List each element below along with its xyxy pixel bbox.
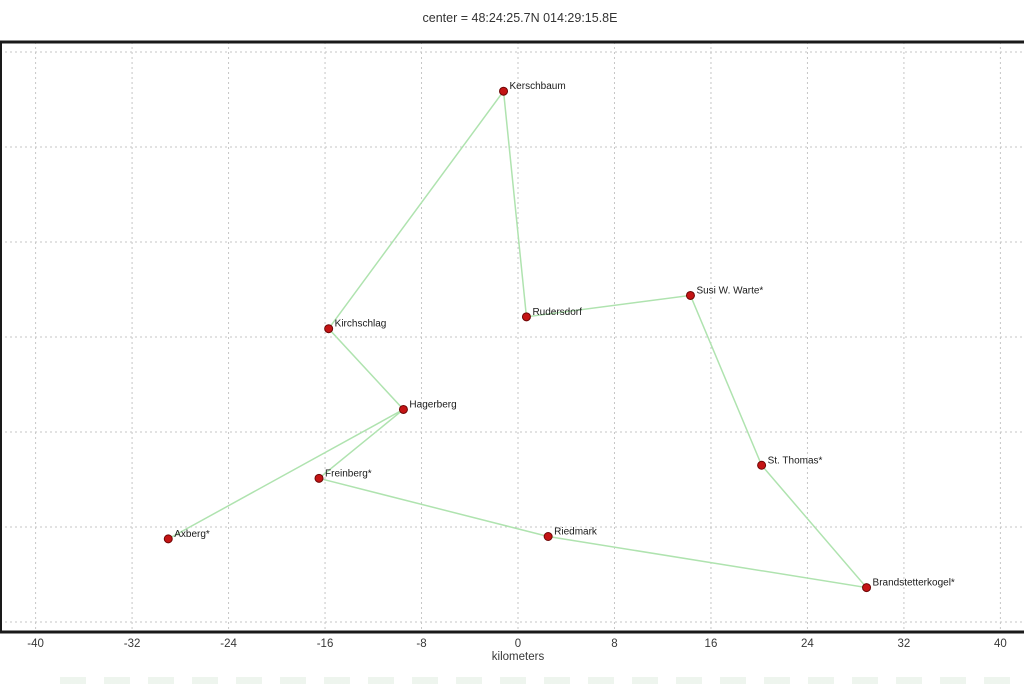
waypoint-marker — [757, 460, 767, 470]
x-tick-label: -40 — [27, 638, 44, 650]
waypoint-marker — [324, 324, 334, 334]
waypoint-marker — [521, 312, 531, 322]
waypoint-label: Kirchschlag — [335, 319, 387, 330]
x-tick-label: -16 — [316, 638, 334, 650]
waypoint-label: Hagerberg — [409, 399, 456, 410]
waypoint-label: St. Thomas* — [768, 455, 823, 466]
plot-title: center = 48:24:25.7N 014:29:15.8E — [422, 11, 618, 25]
map-plot-area: Kerschbaum Rudersdorf Susi W. Warte* Kirchs… — [0, 40, 1024, 634]
waypoint-marker — [398, 404, 408, 414]
x-tick-label: 0 — [514, 638, 522, 650]
waypoint-label: Freinberg* — [325, 468, 372, 479]
waypoint-marker — [314, 473, 324, 483]
waypoint-label: Riedmark — [554, 527, 598, 538]
waypoint-marker — [499, 86, 509, 96]
waypoint-label: Brandstetterkogel* — [873, 578, 955, 589]
route-path — [167, 89, 869, 589]
x-tick-label: 32 — [897, 638, 911, 650]
x-tick-label: -24 — [220, 638, 237, 650]
waypoint-marker — [543, 532, 553, 541]
x-tick-label: 16 — [704, 638, 718, 650]
waypoint-label: Susi W. Warte* — [696, 285, 763, 296]
waypoint-marker — [163, 534, 173, 544]
x-tick-label: 24 — [801, 638, 814, 650]
waypoint-label: Rudersdorf — [532, 307, 582, 318]
x-tick-label: -8 — [416, 638, 427, 650]
waypoint-marker — [685, 290, 695, 300]
x-tick-label: 8 — [611, 638, 618, 650]
waypoint-label: Axberg* — [174, 529, 210, 540]
waypoint-label: Kerschbaum — [510, 81, 566, 92]
x-axis-title: kilometers — [491, 651, 545, 663]
waypoint-marker — [862, 583, 872, 593]
x-tick-label: -32 — [123, 638, 141, 650]
x-tick-label: 40 — [993, 638, 1007, 650]
cropped-bottom-text-remnant — [60, 677, 1010, 684]
